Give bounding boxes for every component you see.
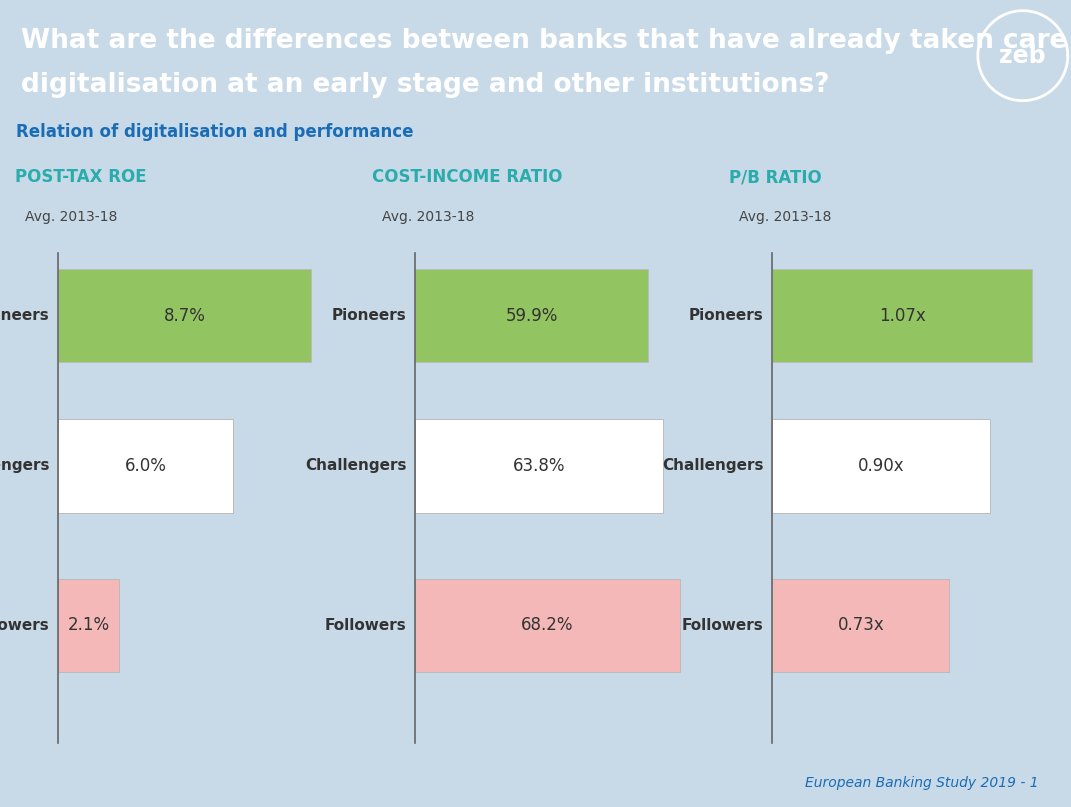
Text: Avg. 2013-18: Avg. 2013-18	[739, 211, 831, 224]
Text: 1.07x: 1.07x	[878, 307, 925, 324]
Text: 8.7%: 8.7%	[164, 307, 206, 324]
Text: 2.1%: 2.1%	[67, 617, 110, 634]
Text: Avg. 2013-18: Avg. 2013-18	[382, 211, 474, 224]
FancyBboxPatch shape	[416, 579, 680, 672]
Text: 0.73x: 0.73x	[838, 617, 885, 634]
Text: COST-INCOME RATIO: COST-INCOME RATIO	[372, 169, 562, 186]
Text: Relation of digitalisation and performance: Relation of digitalisation and performan…	[16, 123, 413, 140]
FancyBboxPatch shape	[416, 269, 648, 362]
FancyBboxPatch shape	[416, 420, 663, 512]
Text: Challengers: Challengers	[0, 458, 49, 474]
FancyBboxPatch shape	[772, 420, 991, 512]
FancyBboxPatch shape	[58, 420, 232, 512]
Text: Avg. 2013-18: Avg. 2013-18	[26, 211, 118, 224]
Text: P/B RATIO: P/B RATIO	[728, 169, 821, 186]
Text: POST-TAX ROE: POST-TAX ROE	[15, 169, 147, 186]
Text: digitalisation at an early stage and other institutions?: digitalisation at an early stage and oth…	[21, 73, 830, 98]
Text: Followers: Followers	[0, 618, 49, 633]
Text: European Banking Study 2019 - 1: European Banking Study 2019 - 1	[805, 776, 1039, 790]
Text: Followers: Followers	[682, 618, 764, 633]
Text: 0.90x: 0.90x	[858, 457, 905, 475]
Text: Challengers: Challengers	[305, 458, 407, 474]
Text: Pioneers: Pioneers	[0, 308, 49, 323]
Text: Pioneers: Pioneers	[332, 308, 407, 323]
FancyBboxPatch shape	[58, 579, 119, 672]
Text: 63.8%: 63.8%	[513, 457, 565, 475]
Text: 59.9%: 59.9%	[506, 307, 558, 324]
FancyBboxPatch shape	[772, 269, 1031, 362]
Text: 6.0%: 6.0%	[124, 457, 166, 475]
FancyBboxPatch shape	[772, 579, 949, 672]
Text: What are the differences between banks that have already taken care of: What are the differences between banks t…	[21, 27, 1071, 54]
Text: Challengers: Challengers	[662, 458, 764, 474]
Text: 68.2%: 68.2%	[522, 617, 574, 634]
Text: Pioneers: Pioneers	[689, 308, 764, 323]
Text: zeb: zeb	[999, 44, 1046, 68]
FancyBboxPatch shape	[58, 269, 312, 362]
Text: Followers: Followers	[325, 618, 407, 633]
